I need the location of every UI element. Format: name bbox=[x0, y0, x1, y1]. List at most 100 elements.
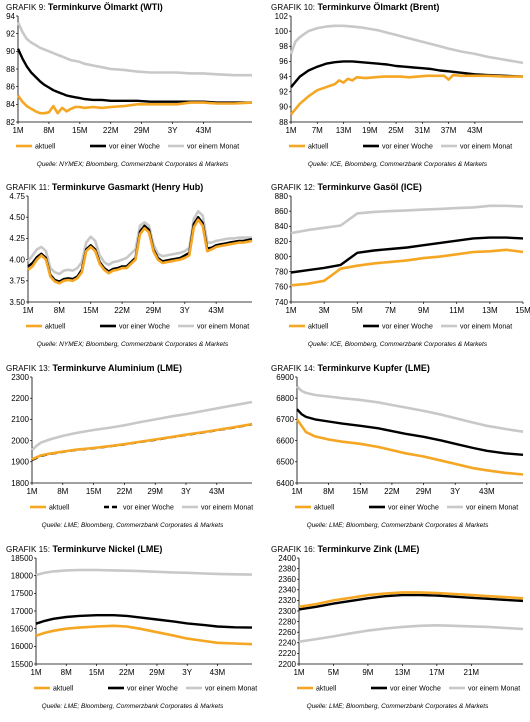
chart-title-text: Terminkurve Zink (LME) bbox=[317, 544, 420, 554]
x-tick-label: 1M bbox=[285, 126, 296, 135]
chart-source: Quelle: NYMEX; Bloomberg, Commerzbank Co… bbox=[36, 341, 229, 348]
legend-label-monat: vor einem Monat bbox=[197, 324, 249, 331]
y-tick-label: 86 bbox=[6, 82, 15, 91]
legend-label-woche: vor einer Woche bbox=[388, 505, 439, 512]
y-tick-label: 1800 bbox=[11, 479, 29, 488]
y-tick-label: 18500 bbox=[11, 554, 34, 563]
chart-panel-12: GRAFIK 12: Terminkurve Gasöl (ICE) 740 760… bbox=[265, 180, 530, 360]
legend-label-aktuell: aktuell bbox=[314, 505, 335, 512]
legend-label-monat: vor einem Monat bbox=[205, 686, 257, 693]
y-tick-label: 2200 bbox=[278, 660, 296, 669]
grafik-number: 10: bbox=[301, 3, 318, 12]
legend-label-aktuell: aktuell bbox=[49, 505, 70, 512]
x-tick-label: 3M bbox=[319, 306, 330, 315]
legend-label-aktuell: aktuell bbox=[308, 144, 329, 151]
y-tick-label: 16000 bbox=[11, 642, 34, 651]
x-tick-label: 43M bbox=[467, 126, 483, 135]
y-tick-label: 760 bbox=[275, 283, 289, 292]
x-tick-label: 29M bbox=[149, 668, 165, 677]
x-tick-label: 22M bbox=[117, 487, 133, 496]
series-line-aktuell bbox=[290, 248, 524, 287]
x-tick-label: 31M bbox=[415, 126, 431, 135]
y-tick-label: 4.25 bbox=[9, 234, 25, 243]
legend-label-monat: vor einem Monat bbox=[187, 144, 239, 151]
line-chart: 6400 6500 6600 6700 6800 6900 1M 8M 15M 22M 29M 3Y 4… bbox=[276, 373, 524, 512]
series-line-aktuell bbox=[289, 73, 523, 116]
series-line-woche bbox=[296, 408, 524, 456]
x-tick-label: 5M bbox=[328, 668, 339, 677]
y-tick-label: 6800 bbox=[276, 394, 294, 403]
legend-label-woche: vor einer Woche bbox=[119, 324, 170, 331]
y-tick-label: 780 bbox=[275, 268, 289, 277]
y-tick-label: 82 bbox=[6, 118, 15, 127]
grafik-label: GRAFIK bbox=[271, 183, 302, 192]
y-tick-label: 2100 bbox=[11, 415, 29, 424]
series-line-woche bbox=[298, 593, 524, 611]
x-tick-label: 43M bbox=[479, 487, 495, 496]
x-tick-label: 29M bbox=[134, 126, 150, 135]
y-tick-label: 2280 bbox=[278, 617, 296, 626]
legend-label-aktuell: aktuell bbox=[35, 144, 56, 151]
grafik-number: 16: bbox=[301, 545, 318, 554]
y-tick-label: 2300 bbox=[11, 373, 29, 382]
legend-label-monat: vor einem Monat bbox=[460, 144, 512, 151]
x-tick-label: 3Y bbox=[182, 668, 192, 677]
chart-source: Quelle: ICE, Bloomberg, Commerzbank Corp… bbox=[307, 161, 488, 168]
chart-title-text: Terminkurve Nickel (LME) bbox=[52, 544, 163, 554]
x-tick-label: 13M bbox=[336, 126, 352, 135]
chart-title: GRAFIK 13: Terminkurve Aluminium (LME) bbox=[6, 363, 182, 373]
y-tick-label: 3.50 bbox=[9, 298, 25, 307]
series-line-aktuell bbox=[298, 591, 524, 609]
legend-label-woche: vor einer Woche bbox=[382, 144, 433, 151]
chart-title: GRAFIK 11: Terminkurve Gasmarkt (Henry H… bbox=[6, 182, 203, 192]
y-tick-label: 102 bbox=[275, 12, 289, 21]
y-tick-label: 4.75 bbox=[9, 192, 25, 201]
chart-panel-9: GRAFIK 9: Terminkurve Ölmarkt (WTI) 82 84 8… bbox=[0, 0, 265, 180]
legend-label-woche: vor einer Woche bbox=[109, 144, 160, 151]
x-tick-label: 7M bbox=[312, 126, 323, 135]
grafik-label: GRAFIK bbox=[6, 183, 37, 192]
x-tick-label: 43M bbox=[208, 306, 224, 315]
grafik-number: 9: bbox=[36, 3, 48, 12]
x-tick-label: 37M bbox=[441, 126, 457, 135]
series-line-woche bbox=[16, 48, 252, 104]
y-tick-label: 2400 bbox=[278, 554, 296, 563]
legend-label-woche: vor einer Woche bbox=[123, 505, 174, 512]
series-line-monat bbox=[290, 204, 524, 235]
y-tick-label: 2260 bbox=[278, 628, 296, 637]
line-chart: 88 90 92 94 96 98 100 102 1M 7M 13M 19M 25M 31M 37M 43M… bbox=[275, 12, 524, 151]
y-tick-label: 17500 bbox=[11, 589, 34, 598]
y-tick-label: 2320 bbox=[278, 596, 296, 605]
y-tick-label: 94 bbox=[279, 72, 288, 81]
line-chart: 740 760 780 800 820 840 860 880 1M 3M 5M 7M 9M 11M 13M… bbox=[275, 192, 530, 331]
series-line-monat bbox=[26, 209, 252, 276]
grafik-number: 13: bbox=[36, 364, 53, 373]
y-tick-label: 16500 bbox=[11, 624, 34, 633]
chart-title: GRAFIK 16: Terminkurve Zink (LME) bbox=[271, 544, 419, 554]
series-line-woche bbox=[27, 216, 253, 283]
x-tick-label: 8M bbox=[323, 487, 334, 496]
y-tick-label: 84 bbox=[6, 100, 15, 109]
x-tick-label: 1M bbox=[293, 668, 304, 677]
x-tick-label: 5M bbox=[352, 306, 363, 315]
y-tick-label: 3.75 bbox=[9, 277, 25, 286]
legend-label-woche: vor einer Woche bbox=[382, 324, 433, 331]
x-tick-label: 1M bbox=[291, 487, 302, 496]
x-tick-label: 1M bbox=[12, 126, 23, 135]
x-tick-label: 43M bbox=[196, 126, 212, 135]
legend-label-aktuell: aktuell bbox=[308, 324, 329, 331]
x-tick-label: 8M bbox=[57, 487, 68, 496]
line-chart: 2200222022402260228023002320234023602380… bbox=[278, 554, 524, 693]
x-tick-label: 21M bbox=[464, 668, 480, 677]
x-tick-label: 22M bbox=[119, 668, 135, 677]
x-tick-label: 15M bbox=[72, 126, 88, 135]
series-line-monat bbox=[298, 624, 524, 643]
line-chart: 3.50 3.75 4.00 4.25 4.50 4.75 1M 8M 15M 22M 29M 3Y 4… bbox=[9, 192, 253, 331]
x-tick-label: 13M bbox=[395, 668, 411, 677]
chart-panel-10: GRAFIK 10: Terminkurve Ölmarkt (Brent) 88… bbox=[265, 0, 530, 180]
x-tick-label: 15M bbox=[83, 306, 99, 315]
x-tick-label: 29M bbox=[146, 306, 162, 315]
chart-title: GRAFIK 9: Terminkurve Ölmarkt (WTI) bbox=[6, 2, 163, 12]
x-tick-label: 29M bbox=[147, 487, 163, 496]
chart-source: Quelle: LME; Bloomberg, Commerzbank Corp… bbox=[306, 522, 489, 529]
